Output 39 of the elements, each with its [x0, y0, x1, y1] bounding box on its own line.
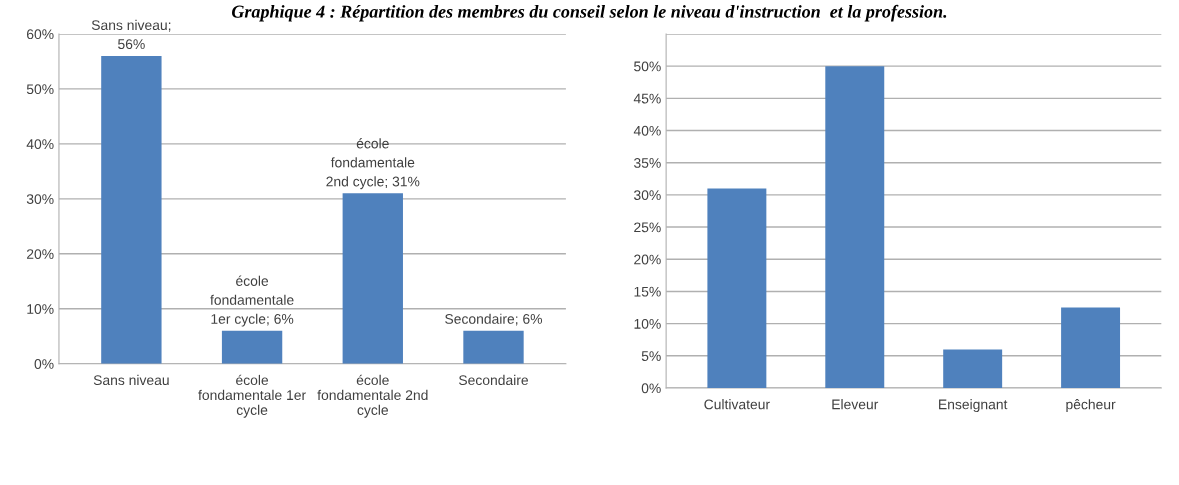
- chart-title: Graphique 4 : Répartition des membres du conseil selon le niveau d'instruction et la profession.: [231, 4, 947, 22]
- bar: [342, 193, 403, 364]
- y-tick-label: 20%: [634, 254, 661, 265]
- y-tick-label: 5%: [641, 351, 661, 361]
- bar: [707, 188, 767, 388]
- y-tick-label: 40%: [26, 139, 54, 150]
- y-tick-label: 25%: [634, 222, 661, 233]
- x-tick-label: Cultivateur: [704, 399, 770, 410]
- y-tick-label: 10%: [27, 304, 54, 314]
- y-tick-label: 0%: [34, 359, 54, 369]
- x-tick-label: Secondaire: [459, 374, 529, 386]
- y-tick-label: 35%: [634, 158, 661, 168]
- x-tick-label: école fondamentale 2nd cycle: [317, 374, 428, 418]
- y-tick-label: 30%: [26, 194, 54, 205]
- x-tick-label: pêcheur: [1066, 399, 1116, 413]
- bar: [943, 349, 1003, 388]
- x-tick-label: Sans niveau: [93, 374, 169, 386]
- y-tick-label: 60%: [27, 29, 54, 40]
- data-label: école fondamentale 1er cycle; 6%: [210, 275, 294, 327]
- bar: [221, 330, 283, 364]
- y-tick-label: 0%: [641, 383, 661, 394]
- x-tick-label: Eleveur: [832, 399, 879, 410]
- y-tick-label: 45%: [633, 93, 661, 104]
- y-tick-label: 50%: [26, 84, 54, 95]
- y-tick-label: 15%: [634, 286, 661, 297]
- y-tick-label: 10%: [634, 318, 661, 329]
- bar: [463, 330, 524, 364]
- y-tick-label: 20%: [26, 249, 54, 259]
- x-tick-label: Enseignant: [939, 399, 1008, 413]
- y-tick-label: 30%: [634, 190, 661, 201]
- y-tick-label: 40%: [633, 125, 661, 136]
- bar: [825, 66, 885, 388]
- x-tick-label: école fondamentale 1er cycle: [198, 374, 306, 418]
- data-label: Secondaire; 6%: [445, 313, 543, 326]
- data-label: école fondamentale 2nd cycle; 31%: [326, 138, 420, 190]
- bar: [1061, 307, 1121, 388]
- bar: [101, 55, 162, 364]
- data-label: Sans niveau; 56%: [91, 19, 171, 50]
- y-tick-label: 50%: [634, 61, 661, 72]
